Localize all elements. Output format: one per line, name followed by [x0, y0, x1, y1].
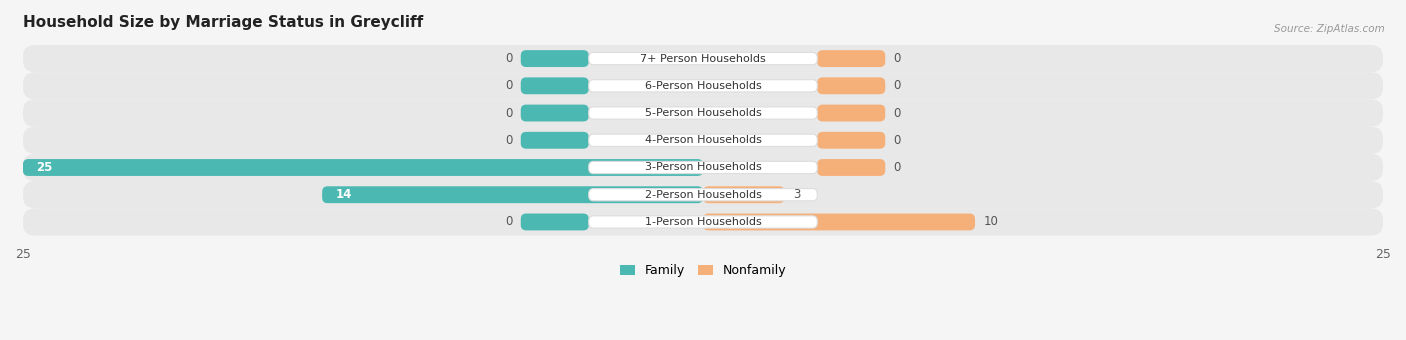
FancyBboxPatch shape [589, 216, 817, 228]
Text: 4-Person Households: 4-Person Households [644, 135, 762, 145]
FancyBboxPatch shape [520, 132, 589, 149]
FancyBboxPatch shape [589, 107, 817, 119]
Text: 1-Person Households: 1-Person Households [644, 217, 762, 227]
FancyBboxPatch shape [589, 52, 817, 65]
Text: Source: ZipAtlas.com: Source: ZipAtlas.com [1274, 24, 1385, 34]
FancyBboxPatch shape [22, 45, 1384, 72]
FancyBboxPatch shape [817, 132, 886, 149]
FancyBboxPatch shape [817, 50, 886, 67]
FancyBboxPatch shape [703, 214, 974, 231]
Legend: Family, Nonfamily: Family, Nonfamily [620, 264, 786, 277]
FancyBboxPatch shape [322, 186, 703, 203]
FancyBboxPatch shape [817, 105, 886, 121]
Text: 0: 0 [505, 52, 513, 65]
Text: 2-Person Households: 2-Person Households [644, 190, 762, 200]
Text: 0: 0 [893, 52, 901, 65]
Text: 3-Person Households: 3-Person Households [644, 163, 762, 172]
FancyBboxPatch shape [22, 99, 1384, 127]
Text: 0: 0 [505, 216, 513, 228]
FancyBboxPatch shape [22, 72, 1384, 99]
FancyBboxPatch shape [817, 78, 886, 94]
Text: 0: 0 [893, 134, 901, 147]
Text: Household Size by Marriage Status in Greycliff: Household Size by Marriage Status in Gre… [22, 15, 423, 30]
FancyBboxPatch shape [589, 134, 817, 147]
FancyBboxPatch shape [22, 154, 1384, 181]
FancyBboxPatch shape [22, 181, 1384, 208]
Text: 7+ Person Households: 7+ Person Households [640, 54, 766, 64]
Text: 0: 0 [893, 79, 901, 92]
Text: 6-Person Households: 6-Person Households [644, 81, 762, 91]
Text: 0: 0 [505, 106, 513, 120]
FancyBboxPatch shape [22, 127, 1384, 154]
Text: 0: 0 [505, 134, 513, 147]
Text: 0: 0 [893, 161, 901, 174]
FancyBboxPatch shape [520, 214, 589, 231]
Text: 3: 3 [793, 188, 800, 201]
FancyBboxPatch shape [703, 186, 785, 203]
FancyBboxPatch shape [520, 78, 589, 94]
FancyBboxPatch shape [520, 50, 589, 67]
FancyBboxPatch shape [817, 159, 886, 176]
Text: 25: 25 [37, 161, 53, 174]
Text: 0: 0 [893, 106, 901, 120]
FancyBboxPatch shape [520, 105, 589, 121]
FancyBboxPatch shape [22, 159, 703, 176]
Text: 10: 10 [983, 216, 998, 228]
FancyBboxPatch shape [589, 189, 817, 201]
Text: 5-Person Households: 5-Person Households [644, 108, 762, 118]
FancyBboxPatch shape [589, 162, 817, 174]
FancyBboxPatch shape [589, 80, 817, 92]
Text: 14: 14 [336, 188, 352, 201]
Text: 0: 0 [505, 79, 513, 92]
FancyBboxPatch shape [22, 208, 1384, 236]
